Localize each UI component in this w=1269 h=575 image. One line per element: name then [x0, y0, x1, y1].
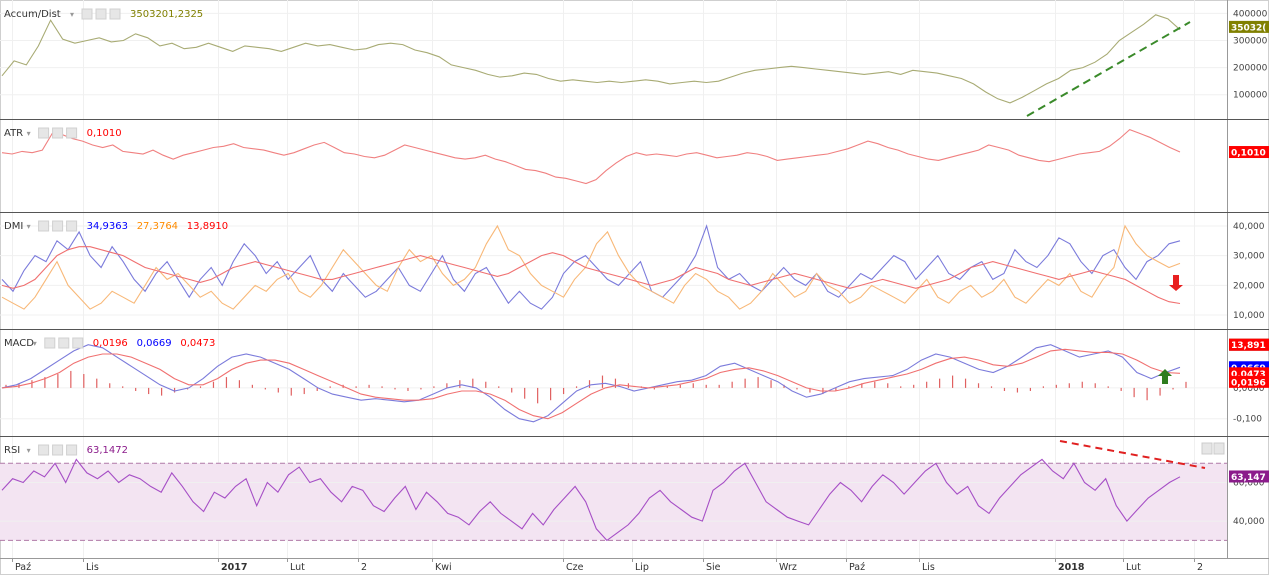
trendline-accum	[1026, 21, 1191, 117]
price-badge	[1229, 146, 1269, 159]
series-line-accum-0	[1, 14, 1181, 104]
pane-value-macd: 0,0473	[180, 338, 215, 349]
pane-menu-icon: ▾	[70, 10, 74, 19]
pane-menu-icon: ▾	[27, 129, 31, 138]
price-badge-label: 0,0196	[1231, 378, 1266, 388]
price-badge-label: 13,891	[1231, 341, 1266, 351]
scroll-down-icon[interactable]	[1213, 442, 1225, 455]
eye-icon[interactable]	[95, 8, 107, 20]
pane-value-accum: 3503201,2325	[130, 9, 203, 20]
x-tick-label: 2018	[1058, 562, 1085, 573]
price-badge-label: 35032(	[1231, 23, 1266, 33]
pane-rsi: 40,000 60,000 RSI ▾ 63,1472 63,147	[0, 436, 1269, 542]
settings-icon[interactable]	[81, 8, 93, 20]
series-line-rsi-0	[1, 458, 1181, 542]
pane-dmi: 10,000 20,000 30,000 40,000 DMI ▾ 34,9363 27,37…	[0, 212, 1269, 351]
series-line-macd-1	[1, 348, 1181, 420]
pane-title-dmi: DMI	[4, 221, 23, 232]
arrow-down-icon	[1169, 275, 1183, 291]
x-tick-label: Lis	[922, 562, 935, 573]
close-icon[interactable]	[72, 337, 84, 349]
pane-menu-icon: ▾	[33, 339, 37, 348]
price-badge-label: 0,0473	[1231, 370, 1266, 380]
eye-icon[interactable]	[58, 337, 70, 349]
settings-icon[interactable]	[38, 220, 50, 232]
close-icon[interactable]	[109, 8, 121, 20]
x-tick-label: Lip	[635, 562, 649, 573]
price-badge	[1229, 338, 1269, 351]
scroll-up-icon[interactable]	[1201, 442, 1213, 455]
pane-value-macd: 0,0196	[93, 338, 128, 349]
close-icon[interactable]	[66, 127, 78, 139]
y-tick-label: -0,100	[1233, 415, 1262, 425]
x-tick-label: Lut	[290, 562, 305, 573]
y-tick-label: 300000	[1233, 37, 1268, 47]
pane-title-atr: ATR	[4, 128, 23, 139]
y-tick-label: 40,000	[1233, 222, 1265, 232]
pane-value-atr: 0,1010	[87, 128, 122, 139]
y-tick-label: 400000	[1233, 9, 1268, 19]
x-tick-label: Cze	[566, 562, 584, 573]
pane-value-macd: 0,0669	[137, 338, 172, 349]
price-badge-label: 0,1010	[1231, 149, 1266, 159]
price-badge	[1229, 470, 1269, 483]
pane-title-accum: Accum/Dist	[4, 9, 61, 20]
pane-value-dmi: 34,9363	[87, 221, 128, 232]
pane-value-dmi: 13,8910	[187, 221, 228, 232]
pane-value-dmi: 27,3764	[137, 221, 178, 232]
pane-menu-icon: ▾	[27, 446, 31, 455]
y-tick-label: 20,000	[1233, 281, 1265, 291]
x-tick-label: 2	[1197, 562, 1203, 573]
settings-icon[interactable]	[44, 337, 56, 349]
price-badge	[1229, 20, 1269, 33]
pane-title-rsi: RSI	[4, 445, 20, 456]
pane-title-macd: MACD	[4, 338, 34, 349]
price-badge-label: 63,147	[1231, 473, 1266, 483]
x-tick-label: Wrz	[779, 562, 797, 573]
x-tick-label: 2017	[221, 562, 247, 573]
pane-value-rsi: 63,1472	[87, 445, 128, 456]
x-tick-label: Kwi	[435, 562, 452, 573]
y-tick-label: 40,000	[1233, 517, 1265, 527]
x-tick-label: Sie	[706, 562, 721, 573]
pane-atr: ATR ▾ 0,1010 0,1010	[0, 119, 1269, 185]
series-line-dmi-0	[1, 224, 1181, 310]
y-tick-label: 30,000	[1233, 252, 1265, 262]
eye-icon[interactable]	[52, 220, 64, 232]
settings-icon[interactable]	[38, 444, 50, 456]
x-tick-label: 2	[361, 562, 367, 573]
pane-menu-icon: ▾	[27, 222, 31, 231]
pane-accum: 100000 200000 300000 400000 Accum/Dist ▾ 35032…	[0, 8, 1269, 104]
series-line-dmi-2	[1, 246, 1181, 305]
settings-icon[interactable]	[38, 127, 50, 139]
rsi-band	[0, 463, 1227, 541]
y-tick-label: 60,000	[1233, 479, 1265, 489]
price-badge	[1229, 375, 1269, 388]
x-tick-label: Paź	[849, 562, 865, 573]
y-tick-label: 0,0000	[1233, 384, 1265, 394]
x-tick-label: Paź	[15, 562, 31, 573]
pane-macd: 0,0000-0,100MACD▾0,01960,06690,04730,066…	[0, 329, 1269, 425]
x-tick-label: Lut	[1126, 562, 1141, 573]
y-tick-label: 100000	[1233, 91, 1268, 101]
series-line-atr-0	[1, 128, 1181, 185]
close-icon[interactable]	[66, 444, 78, 456]
y-tick-label: 200000	[1233, 64, 1268, 74]
trendline-rsi	[1059, 440, 1206, 469]
eye-icon[interactable]	[52, 127, 64, 139]
arrow-up-icon	[1158, 369, 1172, 384]
series-line-macd-0	[1, 344, 1181, 423]
x-tick-label: Lis	[86, 562, 99, 573]
eye-icon[interactable]	[52, 444, 64, 456]
y-tick-label: 10,000	[1233, 311, 1265, 321]
close-icon[interactable]	[66, 220, 78, 232]
series-line-dmi-1	[1, 224, 1181, 310]
